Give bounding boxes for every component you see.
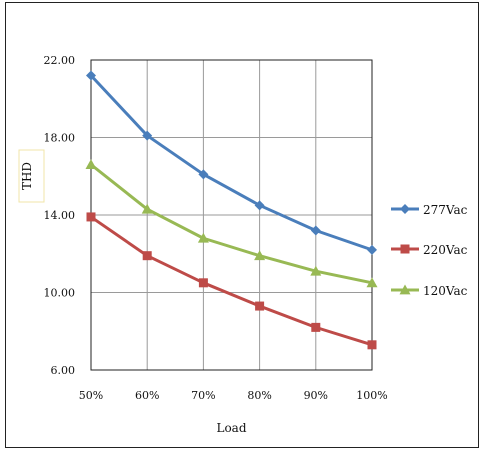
y-tick-label: 18.00: [44, 132, 76, 145]
triangle-marker: [197, 232, 209, 243]
legend-item-220Vac: 220Vac: [391, 243, 468, 257]
square-marker: [255, 301, 265, 311]
x-tick-label: 70%: [191, 389, 215, 402]
x-tick-label: 60%: [135, 389, 159, 402]
diamond-marker: [142, 130, 153, 141]
series-layer: [85, 70, 378, 350]
square-marker: [198, 278, 208, 288]
diamond-marker: [86, 70, 96, 81]
series-277Vac: [86, 70, 377, 255]
legend: 277Vac 220Vac 120Vac: [391, 203, 468, 298]
square-marker: [400, 244, 410, 254]
triangle-marker: [366, 277, 378, 288]
legend-label: 120Vac: [423, 284, 468, 298]
x-tick-label: 80%: [247, 389, 271, 402]
triangle-marker: [85, 159, 97, 170]
grid-layer: [90, 59, 373, 371]
x-tick-label: 90%: [304, 389, 328, 402]
x-tick-labels: 50% 60% 70% 80% 90% 100%: [79, 389, 388, 402]
series-line: [89, 74, 373, 252]
triangle-marker: [399, 284, 411, 295]
series-line: [90, 163, 373, 285]
triangle-marker: [141, 203, 153, 214]
diamond-marker: [400, 204, 410, 214]
series-line: [90, 215, 373, 347]
diamond-marker: [198, 169, 209, 180]
series-120Vac: [85, 159, 378, 288]
y-axis-title-box: [18, 149, 45, 203]
diamond-marker: [254, 200, 265, 211]
x-axis-title: Load: [216, 421, 246, 435]
triangle-marker: [254, 250, 266, 261]
y-tick-label: 14.00: [44, 209, 76, 222]
series-220Vac: [86, 212, 377, 350]
diamond-marker: [367, 244, 377, 255]
y-axis-title: THD: [20, 162, 34, 190]
y-tick-label: 10.00: [44, 287, 76, 300]
chart-frame: [5, 2, 479, 448]
y-tick-labels: 6.00 10.00 14.00 18.00 22.00: [44, 54, 76, 377]
square-marker: [311, 322, 321, 332]
legend-label: 277Vac: [423, 203, 468, 217]
triangle-marker: [310, 265, 322, 276]
x-tick-label: 50%: [79, 389, 103, 402]
square-marker: [86, 212, 96, 222]
legend-item-120Vac: 120Vac: [391, 284, 468, 298]
square-marker: [367, 340, 377, 350]
diamond-marker: [310, 225, 321, 236]
y-tick-label: 6.00: [51, 364, 76, 377]
x-tick-label: 100%: [356, 389, 387, 402]
square-marker: [142, 251, 152, 261]
legend-item-277Vac: 277Vac: [391, 203, 468, 217]
legend-label: 220Vac: [423, 243, 468, 257]
y-tick-label: 22.00: [44, 54, 76, 67]
y-axis-title-group: THD: [18, 149, 45, 203]
